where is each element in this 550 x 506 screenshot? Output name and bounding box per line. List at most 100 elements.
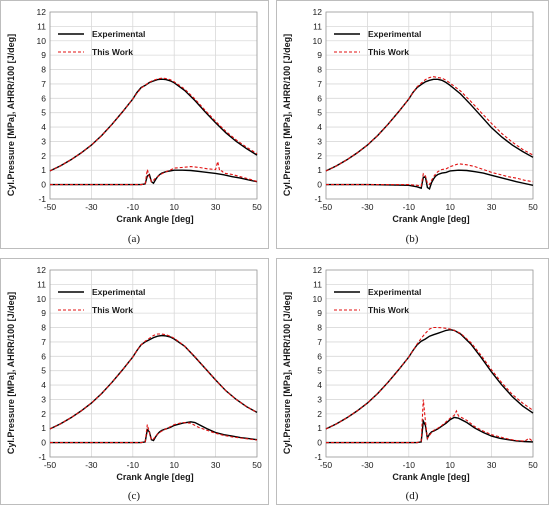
y-tick-label: -1 — [314, 194, 322, 204]
caption: (d) — [406, 490, 419, 502]
x-tick-label: -10 — [403, 202, 416, 212]
y-tick-label: 1 — [317, 165, 322, 175]
y-tick-label: 8 — [317, 65, 322, 75]
x-axis-label: Crank Angle [deg] — [392, 472, 469, 482]
y-tick-label: 7 — [41, 79, 46, 89]
y-tick-label: 12 — [313, 7, 323, 17]
this-work-ahrr-line — [50, 161, 258, 186]
legend-label: Experimental — [368, 287, 421, 297]
y-tick-label: 5 — [41, 108, 46, 118]
x-tick-label: -50 — [320, 460, 333, 470]
x-tick-label: 30 — [211, 202, 221, 212]
y-tick-label: 9 — [41, 50, 46, 60]
this-work-pressure-line — [325, 76, 534, 172]
y-axis-label: Cyl.Pressure [MPa], AHRR/100 [J/deg] — [6, 292, 16, 454]
y-tick-label: 7 — [317, 79, 322, 89]
y-tick-label: 10 — [37, 36, 47, 46]
y-tick-label: 1 — [41, 423, 46, 433]
y-tick-label: 0 — [317, 180, 322, 190]
y-tick-label: 4 — [41, 380, 46, 390]
y-tick-label: 12 — [37, 7, 47, 17]
y-tick-label: -1 — [38, 194, 46, 204]
x-tick-label: -30 — [85, 202, 98, 212]
y-tick-label: 5 — [317, 108, 322, 118]
panel-frame — [0, 258, 269, 505]
y-tick-label: 11 — [37, 21, 46, 31]
this-work-pressure-line — [49, 333, 258, 430]
x-tick-label: 30 — [211, 460, 221, 470]
legend-label: Experimental — [92, 287, 145, 297]
y-tick-label: 0 — [41, 180, 46, 190]
experimental-pressure-line — [49, 78, 258, 172]
caption: (b) — [406, 233, 419, 245]
plot-frame — [325, 269, 534, 458]
x-tick-label: -30 — [85, 460, 98, 470]
legend-label: Experimental — [92, 29, 145, 39]
caption: (a) — [128, 233, 141, 245]
x-axis-label: Crank Angle [deg] — [116, 214, 193, 224]
y-tick-label: 3 — [317, 136, 322, 146]
this-work-ahrr-line — [50, 421, 258, 444]
x-tick-label: 50 — [528, 460, 538, 470]
y-tick-label: 9 — [317, 308, 322, 318]
x-tick-label: 10 — [169, 460, 179, 470]
experimental-ahrr-line — [326, 416, 534, 444]
y-tick-label: 3 — [41, 394, 46, 404]
this-work-ahrr-line — [326, 163, 534, 187]
x-tick-label: -10 — [403, 460, 416, 470]
y-tick-label: 2 — [41, 409, 46, 419]
y-tick-label: 12 — [37, 265, 47, 275]
x-tick-label: 30 — [487, 460, 497, 470]
y-tick-label: 10 — [313, 294, 323, 304]
legend-label: This Work — [92, 305, 133, 315]
y-tick-label: 6 — [317, 93, 322, 103]
this-work-ahrr-line — [326, 399, 534, 444]
y-tick-label: 11 — [313, 21, 322, 31]
y-tick-label: 0 — [317, 438, 322, 448]
y-tick-label: 2 — [41, 151, 46, 161]
y-tick-label: 9 — [41, 308, 46, 318]
this-work-pressure-line — [325, 326, 534, 430]
y-tick-label: 2 — [317, 151, 322, 161]
x-axis-label: Crank Angle [deg] — [116, 472, 193, 482]
x-axis-label: Crank Angle [deg] — [392, 214, 469, 224]
panel-frame — [276, 0, 549, 249]
x-tick-label: 10 — [445, 460, 455, 470]
panel-frame — [0, 0, 269, 249]
legend-label: Experimental — [368, 29, 421, 39]
y-tick-label: 5 — [41, 366, 46, 376]
x-tick-label: -50 — [320, 202, 333, 212]
y-tick-label: 11 — [37, 279, 46, 289]
y-tick-label: 5 — [317, 366, 322, 376]
x-tick-label: -50 — [44, 460, 57, 470]
y-tick-label: 0 — [41, 438, 46, 448]
y-tick-label: 8 — [41, 65, 46, 75]
y-tick-label: 6 — [317, 351, 322, 361]
y-tick-label: 6 — [41, 93, 46, 103]
y-tick-label: 3 — [41, 136, 46, 146]
y-tick-label: 7 — [317, 337, 322, 347]
y-tick-label: 3 — [317, 394, 322, 404]
panel-frame — [276, 258, 549, 505]
y-tick-label: 7 — [41, 337, 46, 347]
legend-label: This Work — [92, 47, 133, 57]
y-tick-label: 4 — [317, 122, 322, 132]
y-axis-label: Cyl.Pressure [MPa], AHRR/100 [J/deg] — [282, 34, 292, 196]
x-tick-label: 50 — [528, 202, 538, 212]
y-tick-label: 1 — [41, 165, 46, 175]
y-tick-label: 2 — [317, 409, 322, 419]
y-tick-label: 4 — [41, 122, 46, 132]
x-tick-label: 30 — [487, 202, 497, 212]
y-tick-label: 8 — [41, 323, 46, 333]
y-tick-label: 6 — [41, 351, 46, 361]
y-tick-label: 12 — [313, 265, 323, 275]
plot-frame — [49, 269, 258, 458]
plot-frame — [325, 11, 534, 200]
caption: (c) — [128, 490, 141, 502]
